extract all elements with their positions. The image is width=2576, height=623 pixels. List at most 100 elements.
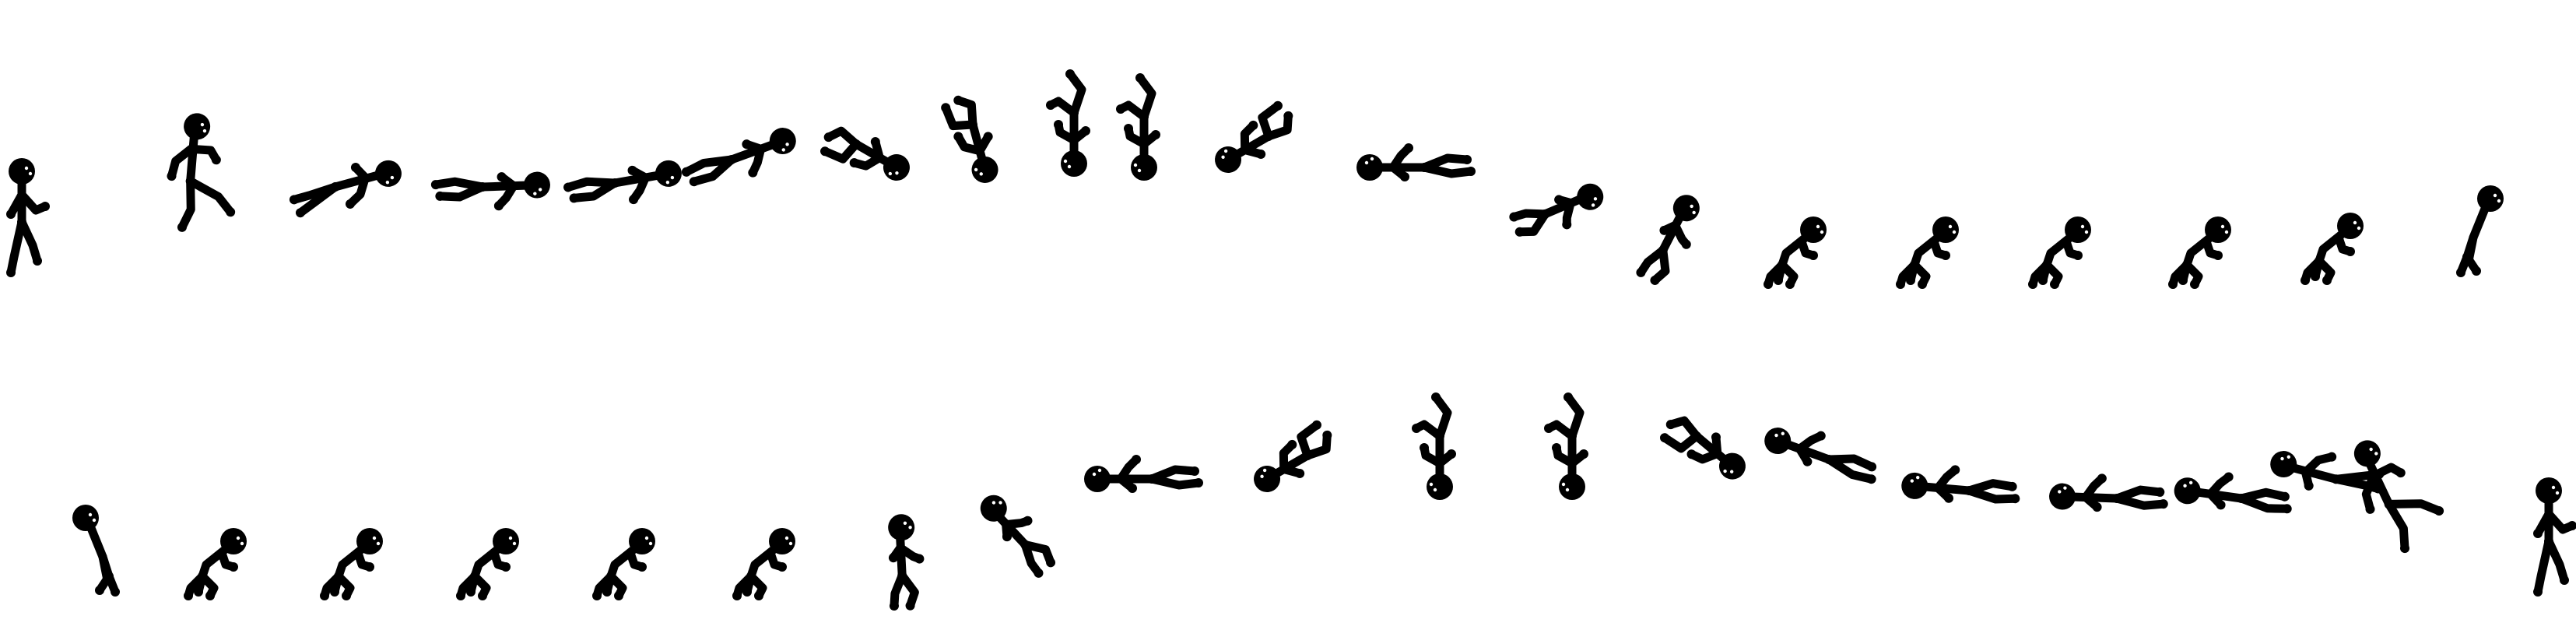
stick-head — [374, 160, 402, 187]
stick-eye — [1137, 168, 1142, 173]
row2-frame-3 — [320, 528, 383, 600]
stick-limb — [431, 177, 487, 192]
stick-extremity — [1802, 456, 1813, 466]
stick-extremity — [1190, 466, 1199, 476]
stick-limb — [1660, 431, 1701, 453]
stick-extremity — [1660, 433, 1670, 443]
stick-limb — [953, 96, 977, 129]
stick-extremity — [1711, 432, 1721, 442]
stick-limb — [610, 171, 662, 188]
stick-extremity — [777, 562, 787, 572]
stick-extremity — [2155, 487, 2165, 497]
stick-extremity — [602, 587, 612, 597]
stick-eye — [202, 128, 207, 133]
row2-frame-17 — [2174, 472, 2292, 514]
stick-head — [9, 158, 35, 185]
stick-extremity — [1941, 251, 1950, 260]
stick-eye — [1067, 164, 1072, 169]
stick-head — [2205, 216, 2231, 243]
stick-head — [2536, 477, 2562, 504]
stick-extremity — [320, 591, 329, 600]
row2-frame-20 — [2533, 477, 2576, 597]
stick-eye — [240, 541, 244, 546]
stick-limb — [1824, 455, 1876, 484]
stick-head — [1084, 466, 1111, 492]
stick-limb — [570, 178, 619, 202]
stick-extremity — [742, 139, 752, 150]
stick-eye — [1723, 469, 1727, 473]
row2-frame-5 — [592, 528, 655, 600]
stick-limb — [186, 133, 198, 186]
stick-extremity — [40, 202, 50, 211]
stick-limb — [2069, 492, 2122, 503]
row1-frame-2 — [167, 113, 236, 232]
stick-limb — [2237, 487, 2290, 503]
stick-eye — [2080, 224, 2085, 229]
stick-head — [2337, 213, 2364, 239]
stick-extremity — [184, 591, 193, 600]
stick-limb — [682, 155, 736, 177]
stick-extremity — [1447, 449, 1456, 459]
stick-extremity — [1054, 120, 1063, 129]
stick-limb — [6, 217, 26, 277]
stick-extremity — [2092, 502, 2102, 512]
stick-eye — [24, 166, 29, 171]
stick-extremity — [1023, 516, 1033, 526]
stick-head — [1559, 473, 1585, 500]
stick-eye — [1262, 468, 1267, 473]
row2-frame-16 — [2049, 473, 2168, 512]
stick-eye — [1063, 159, 1068, 164]
stick-eye — [1781, 431, 1785, 435]
stick-extremity — [1116, 104, 1125, 114]
stick-extremity — [1002, 532, 1012, 542]
stick-eye — [2224, 230, 2229, 234]
stick-extremity — [103, 575, 112, 585]
stick-limb — [1824, 454, 1876, 471]
stick-limb — [1147, 465, 1199, 484]
stick-extremity — [1295, 468, 1305, 478]
stick-head — [2477, 185, 2504, 212]
stick-extremity — [1081, 126, 1090, 136]
stick-extremity — [2301, 276, 2310, 285]
stick-eye — [1729, 470, 1734, 473]
stick-eye — [2374, 452, 2378, 456]
stick-eye — [2493, 193, 2497, 198]
stick-extremity — [1420, 443, 1429, 452]
stick-head — [1131, 154, 1157, 181]
stick-extremity — [33, 256, 42, 266]
stick-extremity — [1764, 280, 1773, 289]
sprite-row-2 — [72, 392, 2576, 611]
stick-extremity — [435, 191, 445, 201]
stick-eye — [1561, 482, 1566, 487]
stick-limb — [435, 182, 487, 202]
row2-frame-8 — [980, 495, 1056, 578]
stick-head — [655, 160, 682, 187]
stick-eye — [2353, 220, 2357, 225]
stick-extremity — [1896, 280, 1905, 289]
stick-limb — [177, 177, 195, 232]
stick-eye — [903, 521, 907, 525]
stick-head — [1800, 216, 1827, 243]
stick-limb — [1515, 209, 1549, 237]
stick-extremity — [732, 591, 742, 600]
row1-frame-12 — [1356, 143, 1476, 181]
stick-extremity — [870, 137, 880, 147]
row1-frame-18 — [2168, 216, 2231, 289]
stick-limb — [2290, 463, 2341, 484]
row2-frame-12 — [1544, 392, 1588, 500]
stick-limb — [690, 155, 736, 186]
stick-extremity — [2223, 472, 2234, 482]
stick-eye — [1774, 433, 1778, 438]
stick-head — [769, 128, 796, 155]
stick-eye — [2497, 199, 2501, 203]
stick-eye — [1221, 155, 1225, 160]
stick-extremity — [754, 591, 763, 600]
stick-limb — [2385, 499, 2409, 553]
stick-eye — [88, 512, 93, 517]
stick-limb — [331, 171, 381, 192]
stick-limb — [1420, 153, 1472, 172]
row2-frame-7 — [888, 514, 925, 611]
stick-extremity — [1431, 392, 1441, 402]
stick-extremity — [614, 591, 623, 600]
